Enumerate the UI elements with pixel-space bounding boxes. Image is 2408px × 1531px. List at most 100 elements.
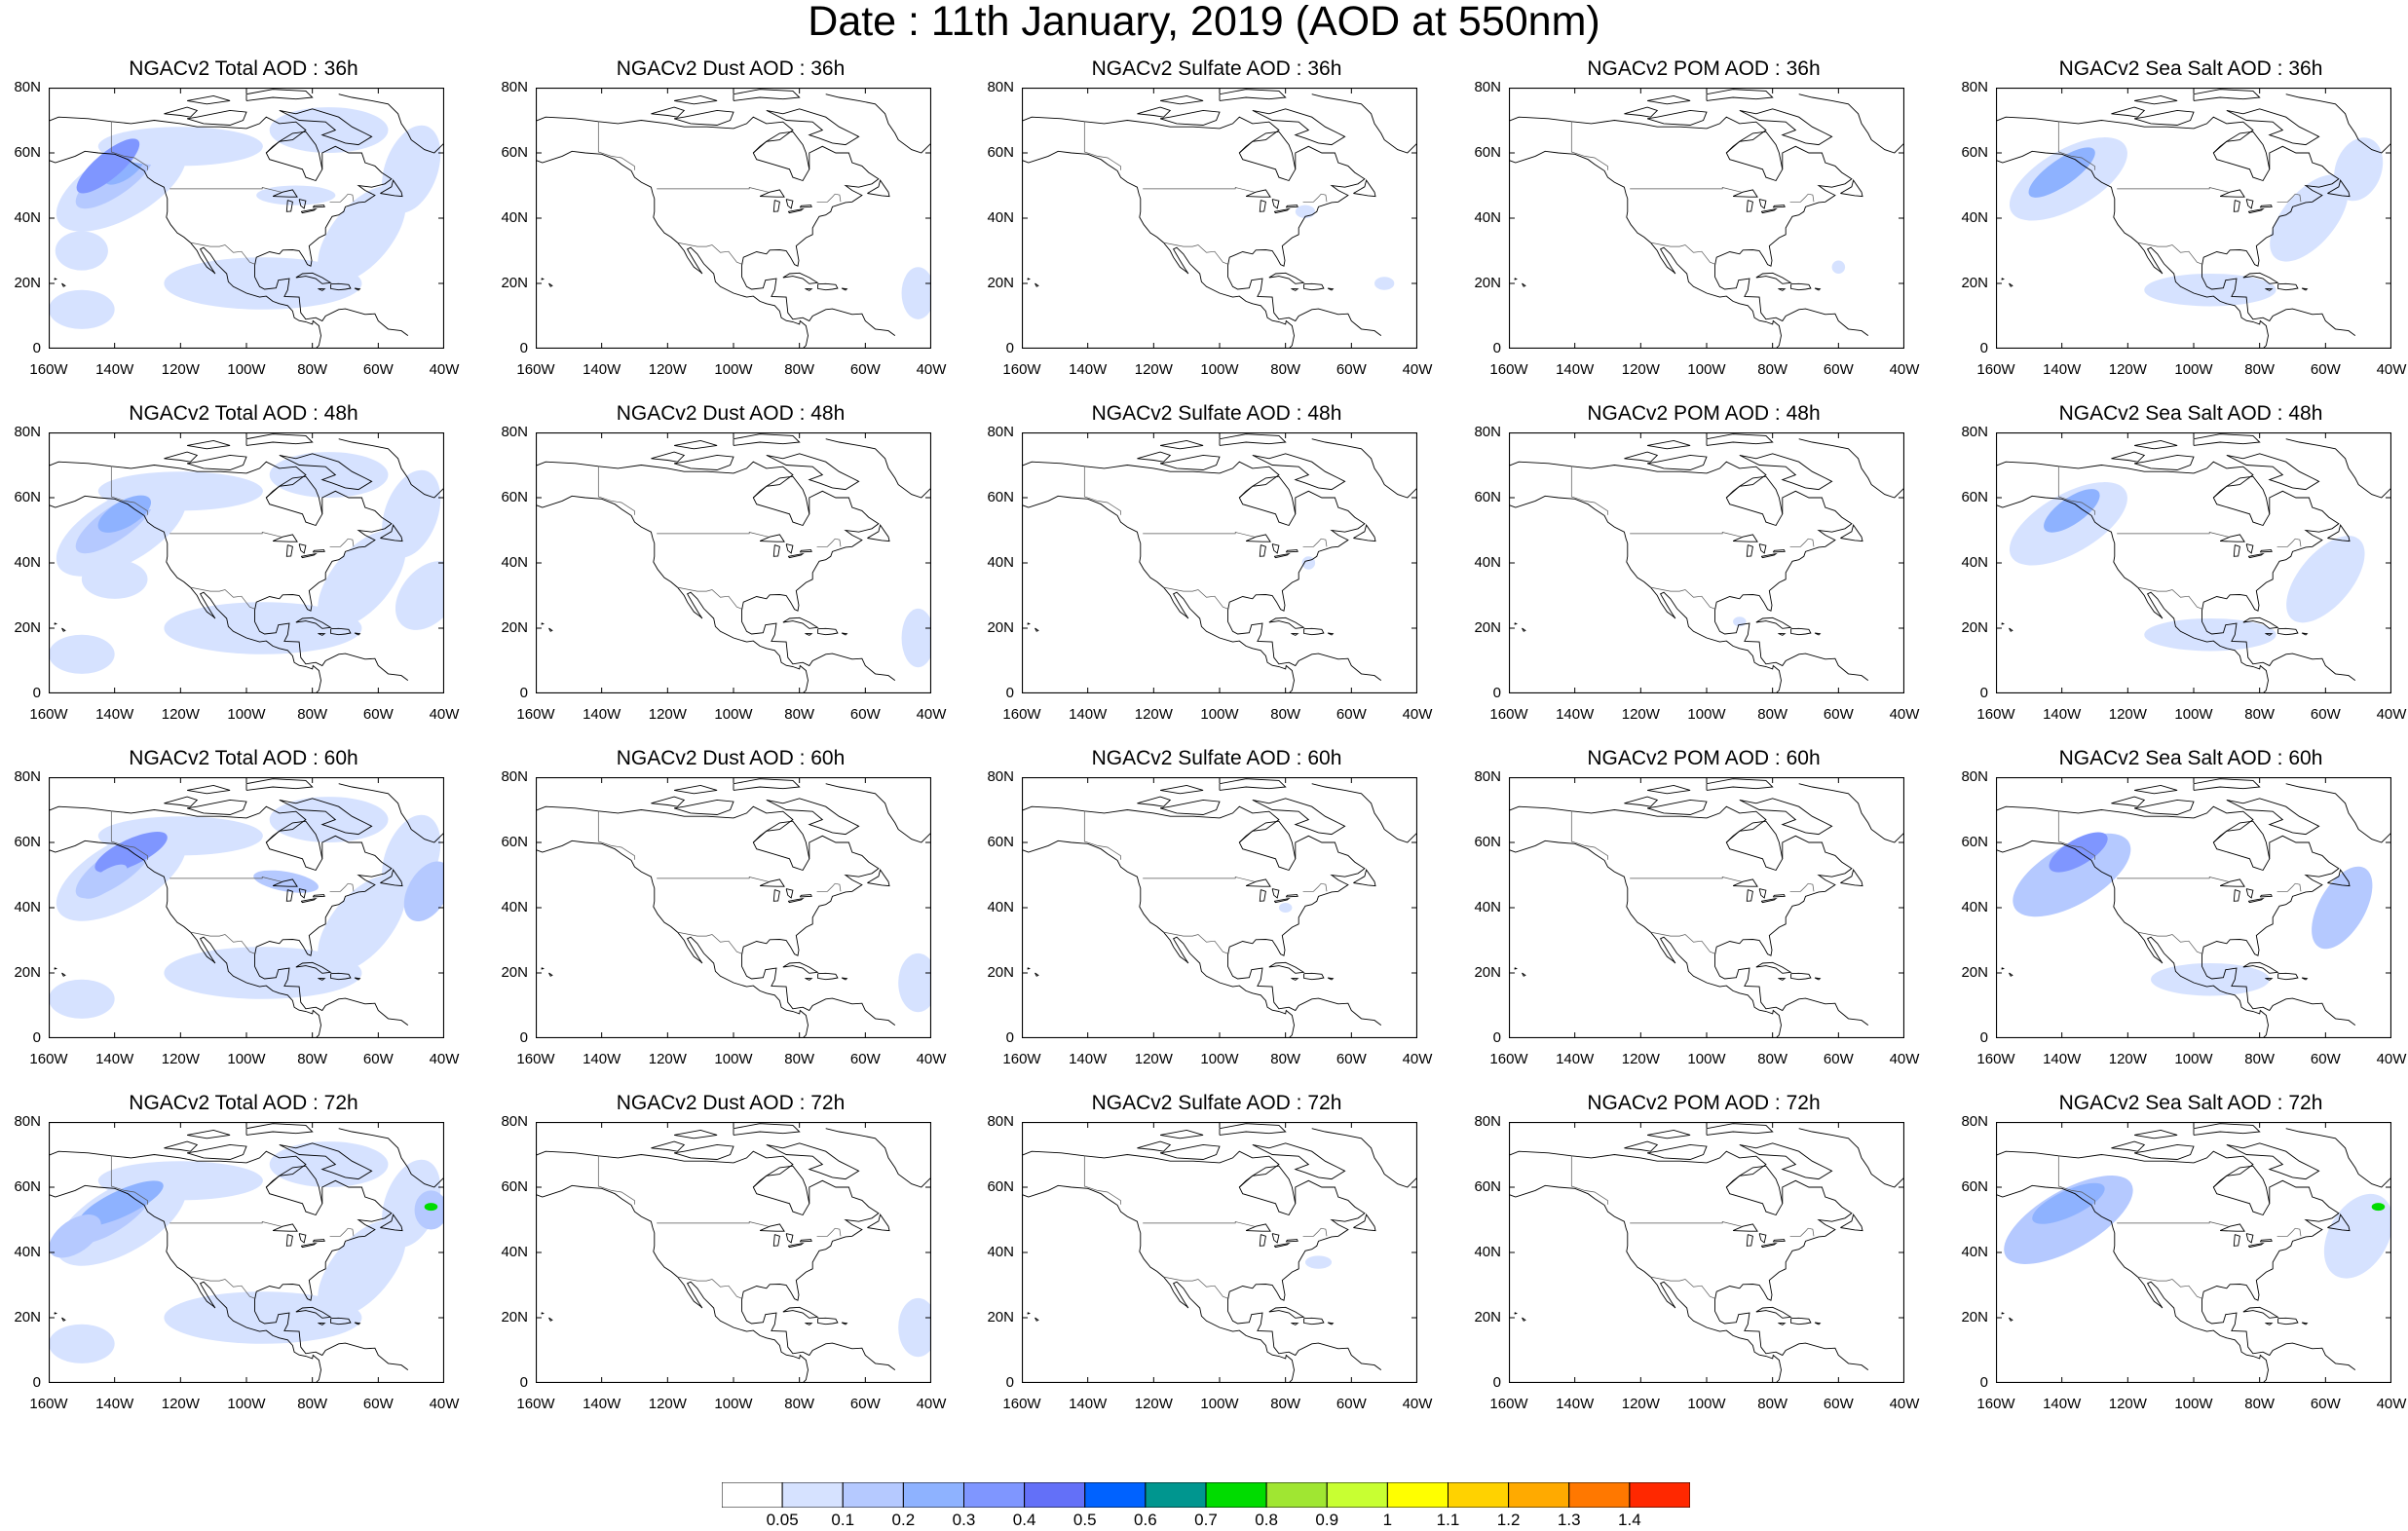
border-line <box>2117 1221 2229 1227</box>
coastline <box>330 972 352 981</box>
coastline <box>1327 287 1335 291</box>
border-line <box>816 193 842 203</box>
lon-tick-label: 100W <box>1200 361 1239 378</box>
map-frame: 0 20N 40N 60N 80N 160W 140W 120W 100W 80W 60W 40W <box>987 1114 1432 1412</box>
border-line <box>2057 121 2095 170</box>
lat-tick-label: 60N <box>1961 834 1988 850</box>
coastline <box>1285 1239 1298 1243</box>
coastline <box>799 549 812 553</box>
aod-field <box>49 1214 101 1258</box>
coastline <box>1219 433 1287 446</box>
lat-tick-label: 60N <box>501 144 528 161</box>
coastline <box>49 116 409 336</box>
lon-tick-label: 140W <box>583 1051 621 1067</box>
coastline <box>1273 1242 1291 1249</box>
coastline <box>799 894 812 898</box>
coastline <box>1646 1143 1708 1160</box>
coastline <box>1522 627 1526 632</box>
lon-tick-label: 120W <box>1621 361 1660 378</box>
coastline <box>841 632 848 636</box>
lat-tick-label: 60N <box>1474 144 1501 161</box>
coastline <box>2285 1128 2391 1188</box>
coastline <box>318 977 326 981</box>
coastline <box>1291 1322 1299 1326</box>
coastline <box>2009 972 2013 977</box>
border-line <box>1630 187 1742 193</box>
lon-tick-label: 120W <box>2108 706 2147 723</box>
lon-tick-label: 80W <box>2244 361 2276 378</box>
coastline <box>1778 632 1787 636</box>
coastline <box>1778 977 1787 981</box>
aod-field <box>318 1219 406 1318</box>
coastline <box>2134 784 2178 795</box>
coastline <box>2226 453 2320 491</box>
coastline <box>265 820 323 859</box>
coastline <box>674 439 718 450</box>
map-frame: 0 20N 40N 60N 80N 160W 140W 120W 100W 80W 60W 40W <box>501 425 946 723</box>
coastline <box>164 1140 199 1152</box>
coastline <box>1840 869 1863 887</box>
border-line <box>169 1221 282 1227</box>
border-line <box>110 466 148 515</box>
coastline <box>1353 869 1376 887</box>
coastline <box>1273 897 1291 904</box>
coastline <box>2301 1322 2309 1326</box>
coastline <box>164 106 199 118</box>
lat-tick-label: 40N <box>1961 554 1988 571</box>
border-line <box>657 1221 769 1227</box>
coastline <box>785 1233 794 1244</box>
colorbar-swatch <box>842 1482 904 1508</box>
coastline <box>1509 461 1869 681</box>
coastline <box>2193 89 2261 101</box>
border-line <box>1789 193 1815 203</box>
coastline <box>1022 1184 1295 1383</box>
coastline <box>61 1317 66 1322</box>
border-line <box>677 586 742 610</box>
coastline <box>245 89 314 101</box>
coastline <box>1303 972 1325 981</box>
panel-title: NGACv2 Sulfate AOD : 48h <box>1091 402 1342 425</box>
lon-tick-label: 120W <box>161 1396 200 1412</box>
coastline <box>1755 616 1792 629</box>
coastline <box>1996 1184 2269 1383</box>
coastline <box>548 282 553 287</box>
lon-tick-label: 100W <box>714 1051 753 1067</box>
lon-tick-label: 100W <box>714 361 753 378</box>
coastline <box>1259 889 1266 902</box>
coastline <box>2277 282 2299 291</box>
colorbar-label: 1.2 <box>1496 1511 1521 1529</box>
coastline <box>1739 453 1833 491</box>
coastline <box>548 1317 553 1322</box>
coastline <box>2301 287 2309 291</box>
aod-field <box>901 608 931 668</box>
panel-title: NGACv2 Sea Salt AOD : 36h <box>2058 57 2323 80</box>
lat-tick-label: 0 <box>32 1029 41 1046</box>
lat-tick-label: 0 <box>1492 1029 1501 1046</box>
coastline <box>673 799 734 815</box>
coastline <box>1755 961 1792 974</box>
panel-title: NGACv2 Sulfate AOD : 60h <box>1091 747 1342 769</box>
aod-map <box>536 432 931 693</box>
border-line <box>1630 1221 1742 1227</box>
colorbar-swatch <box>1145 1482 1207 1508</box>
coastline <box>1245 1223 1271 1232</box>
lat-tick-label: 20N <box>1474 275 1501 291</box>
coastline <box>1327 632 1335 636</box>
coastline <box>782 272 819 284</box>
lon-tick-label: 160W <box>29 1396 68 1412</box>
coastline <box>2133 1143 2195 1160</box>
border-line <box>1789 882 1815 892</box>
coastline <box>1022 805 1382 1026</box>
panel-title: NGACv2 Dust AOD : 48h <box>616 402 846 425</box>
panel-title: NGACv2 Sea Salt AOD : 48h <box>2058 402 2323 425</box>
lat-tick-label: 20N <box>14 275 41 291</box>
coastline <box>1624 796 1659 807</box>
coastline <box>1706 89 1774 101</box>
colorbar-swatch <box>1386 1482 1449 1508</box>
aod-field <box>2049 832 2108 873</box>
lon-tick-label: 40W <box>2376 1396 2407 1412</box>
lon-tick-label: 140W <box>2043 1051 2082 1067</box>
lon-tick-label: 160W <box>29 361 68 378</box>
coastline <box>1755 272 1792 284</box>
